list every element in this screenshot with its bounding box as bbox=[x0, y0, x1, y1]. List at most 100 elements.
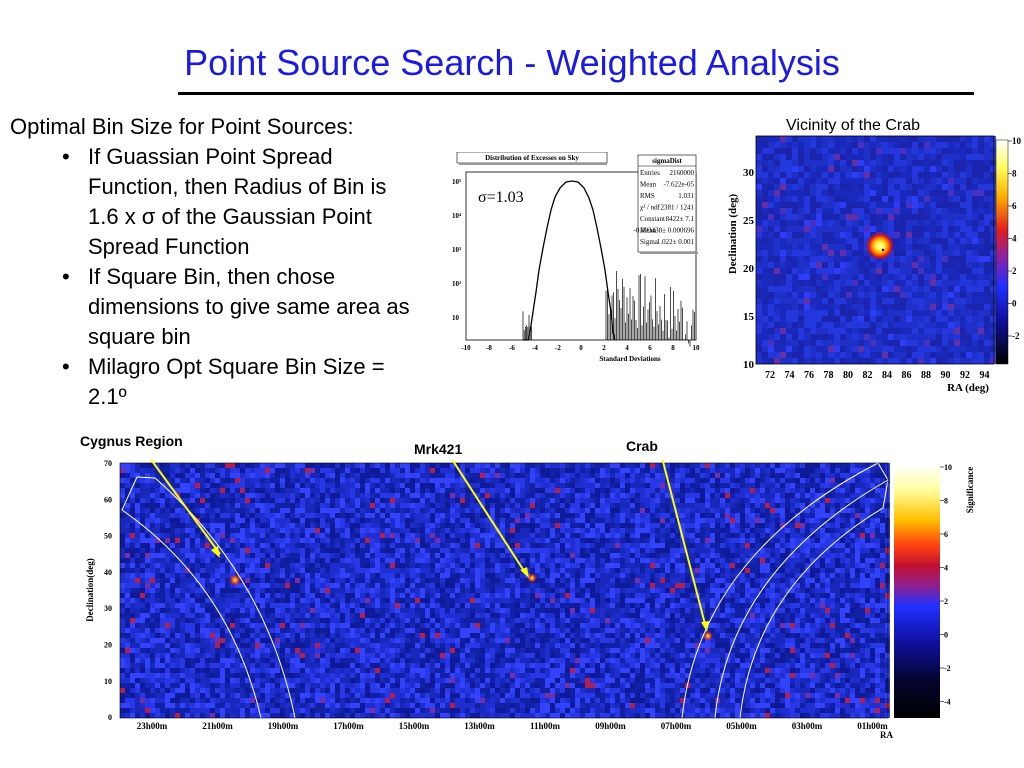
crab-x-ticks: 72 74 76 78 80 82 84 86 88 90 92 94 bbox=[765, 370, 990, 381]
x-tick-label: 74 bbox=[785, 370, 795, 381]
stats-row-label: Entries bbox=[640, 169, 660, 177]
histogram-x-ticks: -10 -8 -6 -4 -2 0 2 4 6 8 10 bbox=[461, 344, 700, 352]
stats-row-label: Mean bbox=[640, 181, 656, 189]
stats-row-value: 1.022± 0.001 bbox=[657, 238, 695, 246]
colorbar-tick-label: -2 bbox=[944, 664, 951, 673]
colorbar-tick-label: 8 bbox=[1012, 169, 1017, 179]
x-tick-label: 11h00m bbox=[530, 721, 561, 731]
y-tick-label: 30 bbox=[104, 604, 112, 613]
y-tick-label: 20 bbox=[104, 641, 112, 650]
bullet-item: If Square Bin, then chose dimensions to … bbox=[62, 262, 420, 352]
colorbar-tick-label: 10 bbox=[1012, 136, 1022, 146]
stats-row-value: 1.031 bbox=[678, 192, 694, 200]
colorbar-tick-label: 6 bbox=[1012, 201, 1017, 211]
y-tick-label: 10⁵ bbox=[452, 178, 461, 186]
y-tick-label: 70 bbox=[104, 460, 112, 468]
stats-row-value: -7.622e-05 bbox=[663, 181, 694, 189]
bullet-item: Milagro Opt Square Bin Size = 2.1º bbox=[62, 352, 420, 412]
sky-y-label: Declination(deg) bbox=[85, 558, 95, 622]
y-tick-label: 10³ bbox=[452, 246, 461, 254]
slide-title: Point Source Search - Weighted Analysis bbox=[184, 42, 840, 83]
stats-row-label: χ² / ndf bbox=[640, 204, 661, 212]
x-tick-label: 88 bbox=[921, 370, 931, 381]
colorbar-tick-label: -2 bbox=[1012, 331, 1020, 341]
sky-x-label: RA bbox=[880, 730, 893, 740]
y-tick-label: 10 bbox=[452, 314, 460, 322]
x-tick-label: 80 bbox=[843, 370, 853, 381]
title-divider bbox=[178, 92, 974, 95]
stats-name: sigmaDist bbox=[652, 157, 682, 165]
sky-x-ticks: 23h00m 21h00m 19h00m 17h00m 15h00m 13h00m 11h0… bbox=[137, 721, 889, 731]
pointer-arrows bbox=[150, 460, 709, 632]
sky-colorbar bbox=[894, 464, 940, 718]
x-tick-label: 2 bbox=[602, 344, 606, 352]
x-tick-label: 6 bbox=[648, 344, 652, 352]
x-tick-label: 72 bbox=[765, 370, 775, 381]
x-tick-label: 09h00m bbox=[595, 721, 626, 731]
y-tick-label: 10⁴ bbox=[452, 212, 462, 220]
stats-row-label: Constant bbox=[640, 215, 665, 223]
x-tick-label: -8 bbox=[486, 344, 492, 352]
x-tick-label: 94 bbox=[980, 370, 990, 381]
x-tick-label: 13h00m bbox=[464, 721, 495, 731]
x-tick-label: 01h00m bbox=[857, 721, 888, 731]
crab-x-label: RA (deg) bbox=[947, 382, 989, 394]
x-tick-label: 90 bbox=[941, 370, 951, 381]
bullet-item: If Guassian Point Spread Function, then … bbox=[62, 142, 420, 262]
y-tick-label: 0 bbox=[108, 713, 112, 722]
x-tick-label: 4 bbox=[625, 344, 629, 352]
stats-row-value: -0.003438± 0.000696 bbox=[634, 227, 695, 235]
x-tick-label: -4 bbox=[532, 344, 538, 352]
y-tick-label: 15 bbox=[743, 311, 755, 323]
colorbar-tick-label: 4 bbox=[944, 564, 948, 573]
sky-map-cells bbox=[120, 463, 890, 718]
colorbar-tick-label: 6 bbox=[944, 530, 948, 539]
bullet-text-block: Optimal Bin Size for Point Sources: If G… bbox=[10, 112, 420, 412]
colorbar-tick-label: 8 bbox=[944, 497, 948, 506]
x-tick-label: 84 bbox=[882, 370, 892, 381]
stats-row-value: 2381 / 1241 bbox=[661, 204, 695, 212]
histogram-x-label: Standard Deviations bbox=[599, 355, 661, 363]
crab-panel-caption: Vicinity of the Crab bbox=[786, 117, 920, 134]
cygnus-scan-band bbox=[121, 476, 296, 719]
x-tick-label: 19h00m bbox=[268, 721, 299, 731]
y-tick-label: 20 bbox=[743, 263, 755, 275]
y-tick-label: 60 bbox=[104, 495, 112, 504]
gaussian-fit-curve bbox=[523, 180, 616, 341]
x-tick-label: -6 bbox=[509, 344, 515, 352]
stats-box: sigmaDist Entries 2160000 Mean -7.622e-05 RM… bbox=[634, 154, 698, 254]
y-tick-label: 40 bbox=[104, 568, 112, 577]
x-tick-label: -2 bbox=[555, 344, 561, 352]
y-tick-label: 30 bbox=[743, 167, 755, 179]
mrk421-label: Mrk421 bbox=[414, 441, 463, 457]
colorbar-label: Significance bbox=[965, 467, 975, 514]
crab-colorbar bbox=[995, 139, 1009, 365]
histogram-y-ticks: 10⁵ 10⁴ 10³ 10² 10 1 bbox=[452, 178, 462, 322]
y-tick-label: 10² bbox=[452, 280, 461, 288]
x-tick-label: 76 bbox=[804, 370, 814, 381]
x-tick-label: 15h00m bbox=[399, 721, 430, 731]
x-tick-label: 23h00m bbox=[137, 721, 168, 731]
x-tick-label: 17h00m bbox=[333, 721, 364, 731]
sigma-label: σ=1.03 bbox=[478, 189, 524, 206]
crab-y-label: Declination (deg) bbox=[728, 193, 739, 274]
crab-label: Crab bbox=[626, 438, 658, 454]
y-tick-label: 50 bbox=[104, 532, 112, 541]
x-tick-label: 82 bbox=[863, 370, 873, 381]
x-tick-label: 92 bbox=[960, 370, 970, 381]
crab-position-marker bbox=[881, 248, 885, 252]
crab-scan-band bbox=[681, 462, 889, 719]
cygnus-hotspot bbox=[229, 574, 241, 586]
y-tick-label: 25 bbox=[743, 215, 755, 227]
stats-row-label: Sigma bbox=[640, 238, 659, 246]
crab-y-ticks: 30 25 20 15 10 bbox=[743, 167, 755, 371]
excess-distribution-histogram: Distribution of Excesses on Sky σ=1.03 1… bbox=[452, 152, 700, 363]
bullet-list: If Guassian Point Spread Function, then … bbox=[10, 142, 420, 412]
sky-y-ticks: 70 60 50 40 30 20 10 0 bbox=[104, 460, 112, 722]
x-tick-label: 86 bbox=[902, 370, 912, 381]
colorbar-tick-label: 0 bbox=[1012, 299, 1017, 309]
y-tick-label: 10 bbox=[743, 359, 755, 371]
title-shadow bbox=[459, 163, 607, 165]
